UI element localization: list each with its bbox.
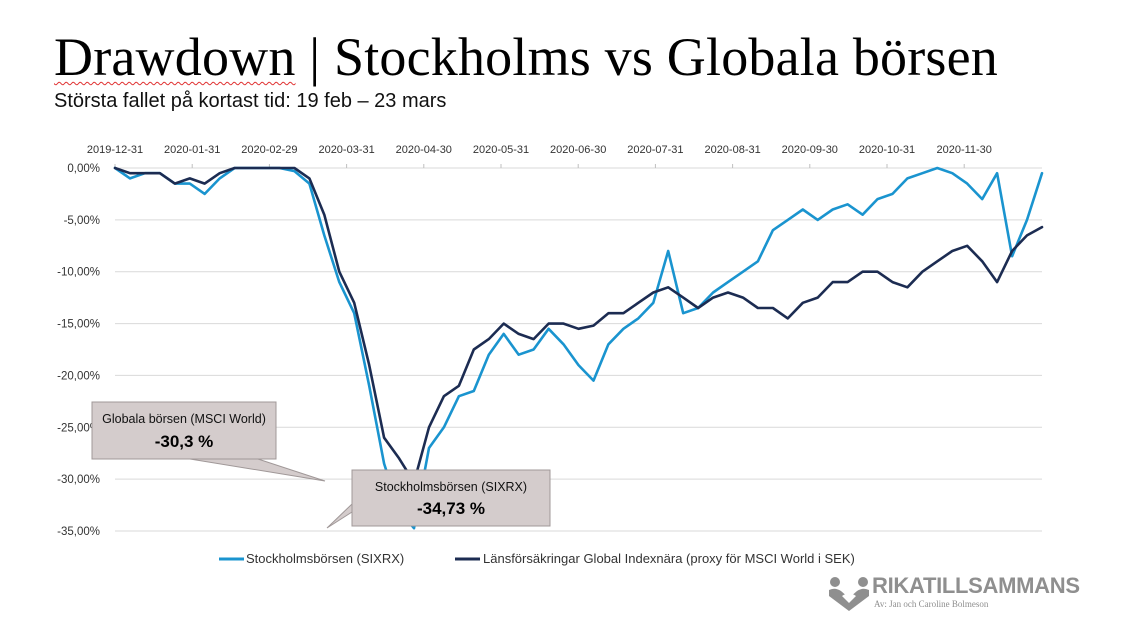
annotation-sixrx-box bbox=[351, 469, 551, 527]
title-word-drawdown: Drawdown bbox=[54, 27, 296, 87]
gridlines bbox=[114, 164, 1042, 532]
logo-rikatillsammans: RIKATILLSAMMANS Av: Jan och Caroline Bol… bbox=[826, 573, 1106, 614]
annotation-msci-value: -30,3 % bbox=[155, 432, 214, 451]
annotation-sixrx-pointer bbox=[326, 502, 353, 529]
logo-byline: Av: Jan och Caroline Bolmeson bbox=[874, 599, 989, 609]
y-tick-label-1: -5,00% bbox=[64, 215, 100, 227]
x-tick-label-2: 2020-02-29 bbox=[241, 144, 297, 156]
x-tick-label-1: 2020-01-31 bbox=[164, 144, 220, 156]
y-tick-label-6: -30,00% bbox=[57, 474, 100, 486]
x-tick-label-7: 2020-07-31 bbox=[627, 144, 683, 156]
logo-wordmark: RIKATILLSAMMANS bbox=[872, 573, 1080, 598]
y-tick-label-4: -20,00% bbox=[57, 370, 100, 382]
legend: Stockholmsbörsen (SIXRX) Länsförsäkringa… bbox=[219, 551, 855, 566]
annotation-msci-pointer bbox=[189, 458, 326, 482]
x-tick-label-10: 2020-10-31 bbox=[859, 144, 915, 156]
annotation-sixrx-value: -34,73 % bbox=[417, 499, 485, 518]
series-lines bbox=[113, 166, 1044, 530]
y-tick-label-2: -10,00% bbox=[57, 267, 100, 279]
x-tick-label-0: 2019-12-31 bbox=[87, 144, 143, 156]
x-tick-label-8: 2020-08-31 bbox=[704, 144, 760, 156]
x-tick-label-5: 2020-05-31 bbox=[473, 144, 529, 156]
page-title: Drawdown | Stockholms vs Globala börsen bbox=[54, 26, 998, 88]
series-line-1 bbox=[113, 166, 1044, 484]
y-axis-labels: 0,00% -5,00% -10,00% -15,00% -20,00% -25,00% -… bbox=[57, 163, 100, 538]
page-subtitle: Största fallet på kortast tid: 19 feb – … bbox=[54, 90, 447, 112]
annotation-sixrx-label: Stockholmsbörsen (SIXRX) bbox=[375, 480, 527, 494]
x-tick-label-4: 2020-04-30 bbox=[396, 144, 452, 156]
legend-label-sixrx: Stockholmsbörsen (SIXRX) bbox=[246, 551, 404, 566]
title-rest: | Stockholms vs Globala börsen bbox=[295, 27, 998, 87]
annotation-msci-box bbox=[91, 401, 277, 460]
x-tick-label-6: 2020-06-30 bbox=[550, 144, 606, 156]
series-line-0 bbox=[113, 166, 1044, 530]
x-tick-label-9: 2020-09-30 bbox=[782, 144, 838, 156]
x-tick-label-11: 2020-11-30 bbox=[936, 144, 991, 156]
people-heart-icon bbox=[829, 577, 869, 611]
x-axis-labels: 2019-12-31 2020-01-31 2020-02-29 2020-03-31… bbox=[87, 144, 992, 156]
x-tick-label-3: 2020-03-31 bbox=[318, 144, 374, 156]
y-tick-label-5: -25,00% bbox=[57, 422, 100, 434]
y-tick-label-0: 0,00% bbox=[67, 163, 100, 175]
annotation-msci: Globala börsen (MSCI World) -30,3 % bbox=[91, 401, 326, 482]
annotation-sixrx: Stockholmsbörsen (SIXRX) -34,73 % bbox=[326, 469, 551, 529]
annotation-msci-label: Globala börsen (MSCI World) bbox=[102, 412, 266, 426]
y-tick-label-7: -35,00% bbox=[57, 526, 100, 538]
legend-label-msci: Länsförsäkringar Global Indexnära (proxy… bbox=[483, 551, 855, 566]
y-tick-label-3: -15,00% bbox=[57, 319, 100, 331]
